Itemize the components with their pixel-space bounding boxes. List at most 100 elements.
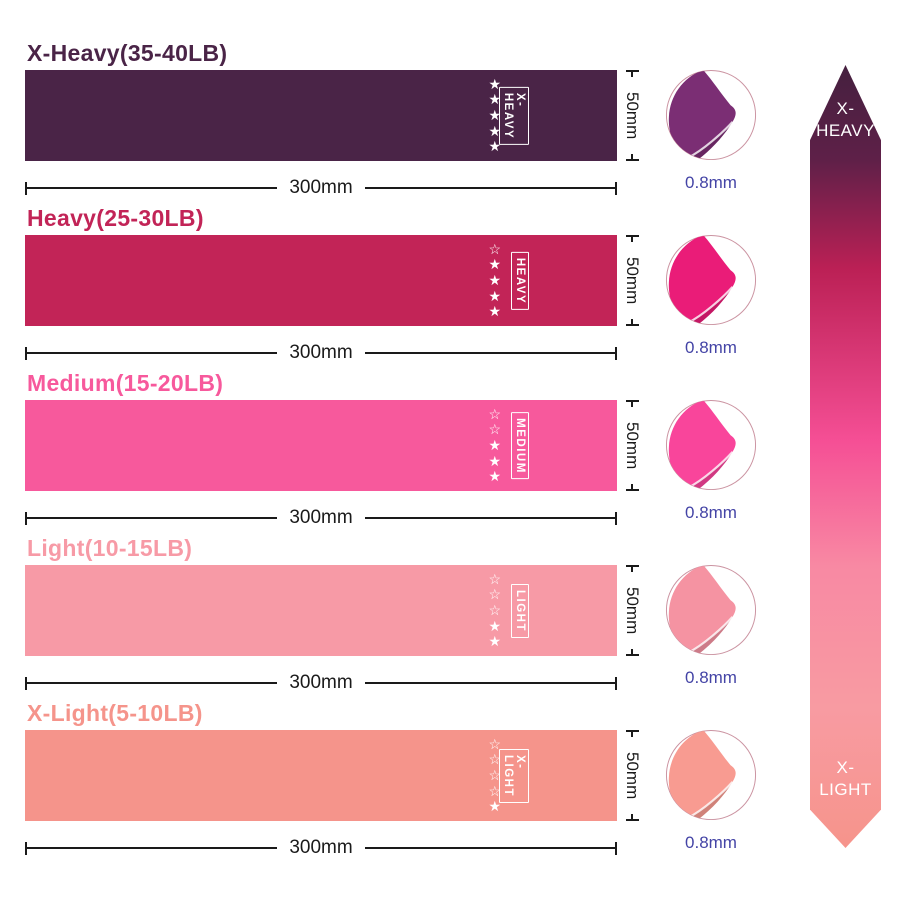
star-rating: ☆ ☆ ☆ ☆ ★ xyxy=(488,735,501,815)
thickness-label: 0.8mm xyxy=(685,173,737,192)
star-rating: ☆ ☆ ★ ★ ★ xyxy=(488,405,501,485)
height-dimension: 50mm xyxy=(620,70,644,161)
thickness-label: 0.8mm xyxy=(685,833,737,852)
width-dimension: 300mm xyxy=(25,837,618,859)
dimension-tick xyxy=(625,819,639,821)
height-dimension: 50mm xyxy=(620,730,644,821)
dimension-line xyxy=(631,72,633,77)
dimension-tick xyxy=(625,235,639,237)
dimension-line xyxy=(27,847,278,849)
dimension-tick xyxy=(625,730,639,732)
dimension-line xyxy=(364,847,616,849)
dimension-tick xyxy=(625,159,639,161)
dimension-line xyxy=(631,567,633,572)
dimension-line xyxy=(27,352,278,354)
band-fold-photo xyxy=(664,728,758,822)
star-rating: ☆ ☆ ☆ ★ ★ xyxy=(488,570,501,650)
dimension-line xyxy=(631,649,633,654)
star-rating: ☆ ★ ★ ★ ★ xyxy=(488,240,501,320)
dimension-line xyxy=(631,484,633,489)
resistance-scale-arrow: X- HEAVY X- LIGHT xyxy=(810,65,881,848)
dimension-line xyxy=(27,682,278,684)
band-row-medium: Medium(15-20LB) ☆ ☆ ★ ★ ★ MEDIUM 300mm 5… xyxy=(0,370,790,535)
scale-arrow-bottom-label: X- LIGHT xyxy=(819,757,872,799)
dimension-tick xyxy=(615,841,618,855)
width-dimension-label: 300mm xyxy=(289,342,353,363)
height-dimension: 50mm xyxy=(620,565,644,656)
width-dimension: 300mm xyxy=(25,507,618,529)
dimension-tick xyxy=(25,346,27,360)
dimension-line xyxy=(631,154,633,159)
folded-band-shape xyxy=(668,730,736,820)
dimension-tick xyxy=(25,181,27,195)
band-swatch: ☆ ★ ★ ★ ★ HEAVY xyxy=(25,235,617,326)
dimension-line xyxy=(27,517,278,519)
grade-label: X-LIGHT xyxy=(499,748,529,803)
dimension-tick xyxy=(615,181,618,195)
band-row-heavy: Heavy(25-30LB) ☆ ★ ★ ★ ★ HEAVY 300mm 50m… xyxy=(0,205,790,370)
grade-label: MEDIUM xyxy=(511,411,529,480)
band-row-x-light: X-Light(5-10LB) ☆ ☆ ☆ ☆ ★ X-LIGHT 300mm … xyxy=(0,700,790,865)
band-title: Heavy(25-30LB) xyxy=(27,205,204,231)
thickness-label: 0.8mm xyxy=(685,668,737,687)
width-dimension-label: 300mm xyxy=(289,672,353,693)
band-fold-photo xyxy=(664,68,758,162)
band-fold-photo xyxy=(664,398,758,492)
band-title: Medium(15-20LB) xyxy=(27,370,224,396)
grade-label: HEAVY xyxy=(511,251,529,310)
dimension-tick xyxy=(615,346,618,360)
width-dimension-label: 300mm xyxy=(289,507,353,528)
height-dimension-label: 50mm xyxy=(623,256,642,305)
dimension-tick xyxy=(25,676,27,690)
star-rating: ★ ★ ★ ★ ★ xyxy=(488,75,501,155)
folded-band-shape xyxy=(668,400,736,490)
band-swatch: ★ ★ ★ ★ ★ X-HEAVY xyxy=(25,70,617,161)
dimension-line xyxy=(631,319,633,324)
folded-band-shape xyxy=(668,70,736,160)
dimension-line xyxy=(631,237,633,242)
thickness-label: 0.8mm xyxy=(685,338,737,357)
dimension-line xyxy=(631,402,633,407)
band-row-light: Light(10-15LB) ☆ ☆ ☆ ★ ★ LIGHT 300mm 50m… xyxy=(0,535,790,700)
band-swatch: ☆ ☆ ★ ★ ★ MEDIUM xyxy=(25,400,617,491)
grade-label: LIGHT xyxy=(511,583,529,638)
dimension-tick xyxy=(625,70,639,72)
dimension-line xyxy=(631,732,633,737)
dimension-tick xyxy=(625,400,639,402)
dimension-tick xyxy=(615,511,618,525)
grade-label: X-HEAVY xyxy=(499,86,529,145)
dimension-tick xyxy=(25,511,27,525)
dimension-line xyxy=(364,517,616,519)
band-swatch: ☆ ☆ ☆ ☆ ★ X-LIGHT xyxy=(25,730,617,821)
dimension-tick xyxy=(625,654,639,656)
dimension-tick xyxy=(625,565,639,567)
band-swatch: ☆ ☆ ☆ ★ ★ LIGHT xyxy=(25,565,617,656)
height-dimension-label: 50mm xyxy=(623,586,642,635)
thickness-label: 0.8mm xyxy=(685,503,737,522)
band-title: X-Light(5-10LB) xyxy=(27,700,203,726)
dimension-line xyxy=(364,352,616,354)
band-fold-photo xyxy=(664,233,758,327)
folded-band-shape xyxy=(668,235,736,325)
dimension-tick xyxy=(615,676,618,690)
dimension-line xyxy=(27,187,278,189)
dimension-line xyxy=(631,814,633,819)
width-dimension: 300mm xyxy=(25,177,618,199)
height-dimension-label: 50mm xyxy=(623,751,642,800)
band-title: Light(10-15LB) xyxy=(27,535,193,561)
width-dimension-label: 300mm xyxy=(289,177,353,198)
height-dimension: 50mm xyxy=(620,400,644,491)
dimension-tick xyxy=(625,489,639,491)
band-fold-photo xyxy=(664,563,758,657)
dimension-line xyxy=(364,682,616,684)
width-dimension: 300mm xyxy=(25,342,618,364)
dimension-tick xyxy=(625,324,639,326)
height-dimension: 50mm xyxy=(620,235,644,326)
height-dimension-label: 50mm xyxy=(623,421,642,470)
width-dimension: 300mm xyxy=(25,672,618,694)
folded-band-shape xyxy=(668,565,736,655)
dimension-tick xyxy=(25,841,27,855)
band-title: X-Heavy(35-40LB) xyxy=(27,40,228,66)
dimension-line xyxy=(364,187,616,189)
